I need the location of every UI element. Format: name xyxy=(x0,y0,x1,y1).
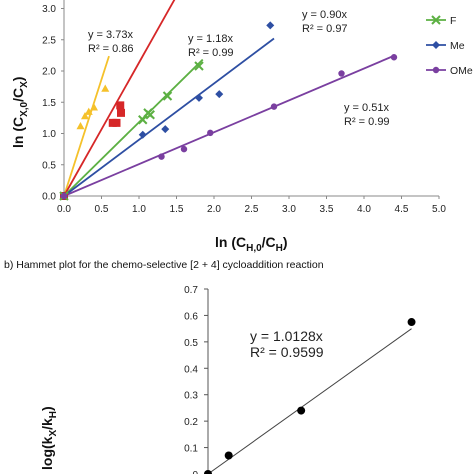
panel-a-y-axis-label: ln (CX,0/CX) xyxy=(10,77,30,148)
panel-b-y-tick-label: 0.1 xyxy=(184,444,198,455)
panel-b-y-tick-label: 0.2 xyxy=(184,417,198,428)
panel-a-y-tick-label: 1.0 xyxy=(42,129,56,140)
legend-label-3: Me xyxy=(450,40,465,52)
panel-a-x-tick-label: 1.0 xyxy=(132,204,146,215)
panel-b-chart: 0 0.1 0.2 0.3 0.4 0.5 0.6 0.7 y = 1.0128x R² = … xyxy=(39,285,416,474)
panel-a-x-tick-label: 5.0 xyxy=(432,204,446,215)
panel-a-x-tick-label: 4.5 xyxy=(395,204,409,215)
panel-a-y-tick-label: 1.5 xyxy=(42,98,56,109)
panel-a-r2-3: R² = 0.97 xyxy=(302,23,348,35)
panel-b-caption: b) Hammet plot for the chemo-selective [… xyxy=(4,259,324,271)
panel-a-fit-line-4 xyxy=(63,54,395,197)
panel-a-y-tick-label: 2.0 xyxy=(42,67,56,78)
panel-a-point-4 xyxy=(270,103,278,110)
panel-b-y-axis-label: log(kX/kH) xyxy=(39,406,59,470)
panel-a-point-2 xyxy=(162,91,173,101)
panel-a-point-4 xyxy=(338,70,345,77)
panel-a-point-1 xyxy=(116,101,125,110)
panel-a-point-4 xyxy=(60,192,68,200)
panel-b-point xyxy=(204,470,212,474)
panel-a-point-0 xyxy=(84,107,93,115)
legend-label-2: F xyxy=(450,15,456,27)
panel-b-point xyxy=(224,451,233,460)
panel-a-x-tick-label: 1.5 xyxy=(170,204,184,215)
panel-a-x-tick-label: 3.0 xyxy=(282,204,296,215)
panel-a-x-axis-label: ln (CH,0/CH) xyxy=(215,234,288,254)
panel-b-point xyxy=(407,318,416,327)
legend-label-4: OMe xyxy=(450,65,473,77)
panel-a-equation-3: y = 0.90x xyxy=(302,9,347,21)
panel-a-point-3 xyxy=(195,93,203,102)
legend-marker-2 xyxy=(431,15,441,25)
panel-a-fit-line-1 xyxy=(63,0,176,197)
panel-b-point xyxy=(297,406,306,415)
panel-a-point-0 xyxy=(90,103,98,111)
panel-a-point-1 xyxy=(112,118,121,127)
panel-a-y-tick-label: 0.5 xyxy=(42,160,56,171)
panel-a-equation-2: y = 1.18x xyxy=(188,33,233,45)
panel-a-point-4 xyxy=(207,129,214,137)
panel-b-equation: y = 1.0128x xyxy=(250,328,323,344)
panel-a-x-tick-label: 2.0 xyxy=(207,204,221,215)
panel-a-point-0 xyxy=(101,84,110,92)
panel-b-fit-line xyxy=(207,328,412,474)
panel-b-y-tick-label: 0.3 xyxy=(184,391,198,402)
panel-a-x-tick-label: 0.0 xyxy=(57,204,71,215)
legend-marker-3 xyxy=(432,41,440,49)
panel-a-fit-line-2 xyxy=(63,58,204,197)
panel-a-point-4 xyxy=(180,145,188,153)
panel-b-y-tick-label: 0.6 xyxy=(184,311,198,322)
panel-a-point-3 xyxy=(161,125,170,134)
panel-a-fit-line-0 xyxy=(63,55,110,197)
panel-b-y-tick-label: 0.5 xyxy=(184,338,198,349)
panel-a-point-2 xyxy=(194,61,204,71)
panel-b-y-tick-label: 0.4 xyxy=(184,364,198,375)
panel-a-point-0 xyxy=(76,122,85,130)
panel-a-r2-2: R² = 0.99 xyxy=(188,47,234,59)
panel-a-y-tick-label: 2.5 xyxy=(42,35,56,46)
panel-a-fit-line-3 xyxy=(63,37,275,197)
panel-a-point-1 xyxy=(117,108,125,117)
panel-a-legend: F Me OMe xyxy=(426,15,473,77)
panel-a-x-tick-label: 0.5 xyxy=(95,204,109,215)
panel-a-point-3 xyxy=(138,130,147,139)
panel-a-point-4 xyxy=(158,153,165,160)
legend-marker-4 xyxy=(432,66,440,74)
panel-a-r2-0: R² = 0.86 xyxy=(88,43,134,55)
panel-a-r2-4: R² = 0.99 xyxy=(344,116,390,128)
panel-a-point-2 xyxy=(145,110,155,120)
panel-a-equation-4: y = 0.51x xyxy=(344,102,389,114)
panel-a-x-tick-label: 4.0 xyxy=(357,204,371,215)
panel-a-point-3 xyxy=(266,21,275,30)
panel-b-r2: R² = 0.9599 xyxy=(250,344,324,360)
panel-a-point-2 xyxy=(138,115,148,125)
panel-a-point-0 xyxy=(81,112,89,120)
panel-b-y-tick-label: 0 xyxy=(192,470,198,474)
panel-a-chart: 0.0 0.5 1.0 1.5 2.0 2.5 3.0 3.5 4.0 4.5 5.0 0.0 0.5 1… xyxy=(10,0,473,254)
panel-a-x-tick-label: 2.5 xyxy=(245,204,259,215)
panel-a-y-tick-label: 3.0 xyxy=(42,4,56,15)
panel-a-point-3 xyxy=(215,90,224,99)
panel-a-equation-0: y = 3.73x xyxy=(88,29,133,41)
panel-a-y-tick-label: 0.0 xyxy=(42,192,56,203)
panel-a-point-4 xyxy=(390,54,398,61)
panel-a-x-tick-label: 3.5 xyxy=(320,204,334,215)
panel-b-y-tick-label: 0.7 xyxy=(184,285,198,296)
